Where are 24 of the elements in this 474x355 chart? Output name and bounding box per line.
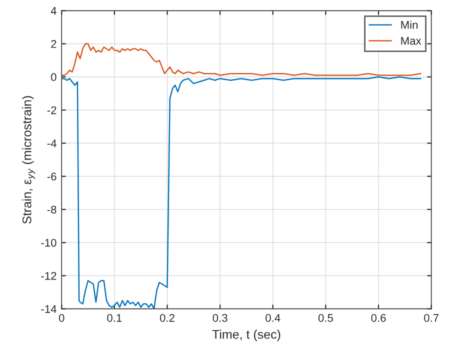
y-tick-label: -6 [47, 172, 56, 180]
line-series [62, 76, 422, 309]
y-tick-label: -14 [41, 305, 56, 313]
y-axis-title: Strain, ε$_{yy}$ (microstrain) [22, 96, 36, 224]
x-tick-label: 0.5 [318, 314, 333, 322]
y-tick-label: 4 [50, 7, 56, 15]
y-tick-label: -8 [47, 206, 56, 214]
y-tick-label: -10 [41, 238, 56, 247]
x-tick-label: 0.3 [212, 314, 228, 322]
legend-label: Min [401, 20, 418, 29]
x-tick-label: 0.1 [107, 314, 122, 322]
line-series [62, 43, 422, 76]
x-tick-label: 0 [58, 314, 64, 322]
y-tick-label: 0 [51, 73, 56, 82]
y-tick-label: 2 [51, 40, 56, 48]
y-tick-label: -2 [47, 106, 56, 114]
x-tick-label: 0.6 [371, 314, 386, 322]
x-tick-label: 0.2 [160, 314, 174, 322]
legend-label: Max [401, 36, 422, 45]
x-tick-label: 0.7 [424, 314, 439, 322]
x-tick-label: 0.4 [266, 314, 280, 322]
y-tick-label: -12 [41, 272, 56, 280]
x-axis-title: Time, t (sec) [212, 330, 280, 342]
y-tick-label: -4 [47, 140, 56, 148]
